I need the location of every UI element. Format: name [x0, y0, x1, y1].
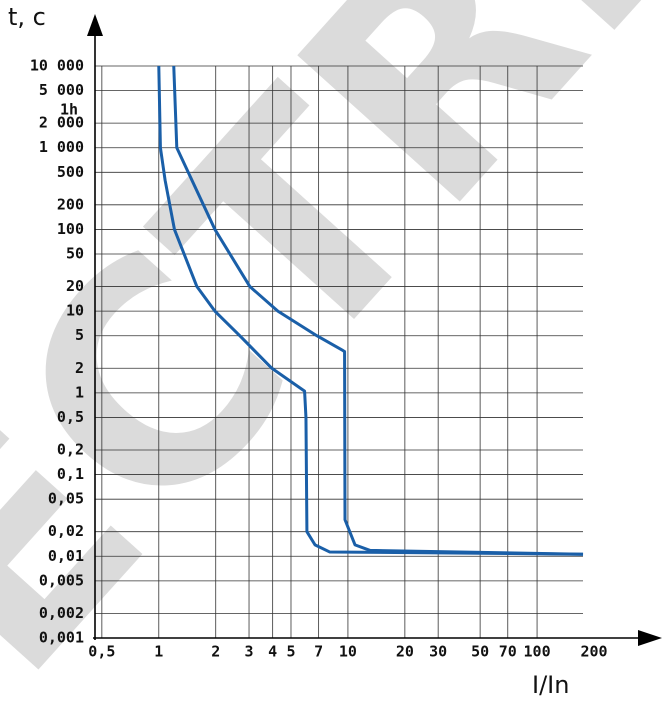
y-tick-label: 2 000	[39, 114, 84, 132]
y-tick-label: 0,002	[39, 604, 84, 622]
y-tick-label: 10	[66, 302, 84, 320]
x-tick-label: 70	[499, 643, 517, 661]
x-tick-label: 100	[524, 643, 551, 661]
y-tick-label: 20	[66, 277, 84, 295]
y-tick-label: 1 000	[39, 138, 84, 156]
y-tick-label: 0,5	[57, 408, 84, 426]
y-tick-label: 0,02	[48, 522, 84, 540]
x-tick-label: 3	[245, 643, 254, 661]
y-axis-title: t, c	[8, 3, 46, 31]
x-tick-label: 0,5	[88, 643, 115, 661]
x-tick-label: 2	[211, 643, 220, 661]
y-tick-label: 50	[66, 245, 84, 263]
x-tick-label: 200	[580, 643, 607, 661]
annotation: 1h	[60, 101, 78, 119]
curve	[172, 65, 584, 556]
y-tick-label: 100	[57, 220, 84, 238]
y-tick-label: 10 000	[30, 57, 84, 75]
x-tick-label: 7	[314, 643, 323, 661]
x-tick-label: 5	[286, 643, 295, 661]
y-tick-label: 200	[57, 195, 84, 213]
y-tick-label: 5	[75, 326, 84, 344]
x-axis-arrow	[638, 630, 662, 646]
x-tick-label: 20	[396, 643, 414, 661]
x-tick-label: 1	[154, 643, 163, 661]
x-tick-label: 30	[429, 643, 447, 661]
y-tick-label: 0,01	[48, 547, 84, 565]
y-tick-label: 0,2	[57, 440, 84, 458]
x-tick-label: 50	[471, 643, 489, 661]
x-axis-title: I/In	[532, 671, 569, 699]
y-tick-label: 0,05	[48, 490, 84, 508]
y-tick-label: 0,1	[57, 465, 84, 483]
y-tick-label: 2	[75, 359, 84, 377]
y-tick-label: 0,005	[39, 571, 84, 589]
curve	[157, 65, 584, 556]
x-tick-label: 10	[339, 643, 357, 661]
y-axis-arrow	[87, 14, 103, 36]
x-tick-label: 4	[268, 643, 277, 661]
y-tick-label: 1	[75, 383, 84, 401]
y-tick-label: 500	[57, 163, 84, 181]
y-tick-label: 0,001	[39, 629, 84, 647]
y-tick-label: 5 000	[39, 81, 84, 99]
